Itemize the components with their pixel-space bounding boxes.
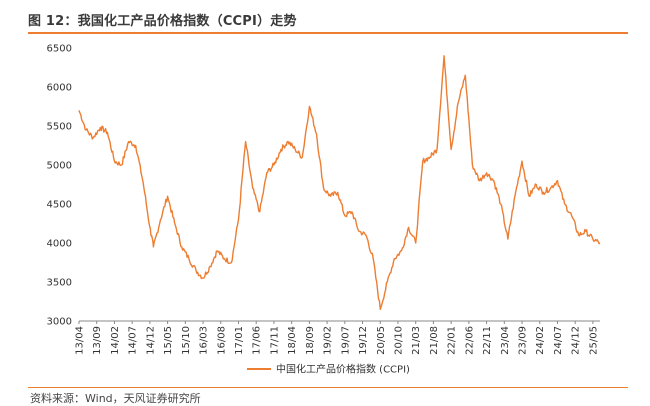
x-tick-label: 14/02 xyxy=(110,326,121,355)
x-tick-label: 23/09 xyxy=(518,326,529,355)
x-tick-label: 21/08 xyxy=(429,326,440,355)
source-note: 资料来源：Wind，天风证券研究所 xyxy=(30,392,201,405)
x-tick-label: 20/05 xyxy=(376,326,387,355)
x-tick-label: 21/03 xyxy=(411,326,422,355)
x-tick-label: 19/07 xyxy=(340,326,351,355)
y-tick-label: 4000 xyxy=(47,239,72,250)
x-tick-label: 18/04 xyxy=(287,326,298,355)
y-tick-label: 6000 xyxy=(47,83,72,94)
x-tick-label: 19/12 xyxy=(358,326,369,355)
x-tick-label: 25/05 xyxy=(588,326,599,355)
x-tick-label: 14/07 xyxy=(128,326,139,355)
figure-title: 图 12：我国化工产品价格指数（CCPI）走势 xyxy=(28,14,297,29)
y-tick-label: 5500 xyxy=(47,122,72,133)
y-tick-label: 6500 xyxy=(47,44,72,55)
y-tick-label: 3000 xyxy=(47,317,72,328)
x-tick-label: 17/06 xyxy=(252,326,263,355)
x-tick-label: 16/03 xyxy=(199,326,210,355)
y-tick-label: 5000 xyxy=(47,161,72,172)
legend-label: 中国化工产品价格指数 (CCPI) xyxy=(276,363,410,376)
x-tick-label: 16/08 xyxy=(216,326,227,355)
y-tick-label: 3500 xyxy=(47,278,72,289)
x-tick-label: 22/01 xyxy=(447,326,458,355)
x-tick-label: 24/12 xyxy=(571,326,582,355)
x-tick-label: 15/10 xyxy=(181,326,192,355)
x-tick-label: 24/02 xyxy=(535,326,546,355)
title-rule xyxy=(28,32,628,34)
x-tick-label: 15/05 xyxy=(163,326,174,355)
x-tick-label: 22/06 xyxy=(464,326,475,355)
legend: 中国化工产品价格指数 (CCPI) xyxy=(247,363,410,376)
ccpi-series-line xyxy=(78,55,601,310)
x-tick-label: 17/11 xyxy=(269,326,280,355)
x-tick-label: 19/02 xyxy=(323,326,334,355)
source-rule xyxy=(28,387,628,388)
x-tick-label: 20/10 xyxy=(393,326,404,355)
x-tick-label: 13/04 xyxy=(75,326,86,355)
y-axis-ticks: 3000 3500 4000 4500 5000 5500 6000 6500 xyxy=(47,44,72,328)
y-tick-label: 4500 xyxy=(47,200,72,211)
x-tick-label: 17/01 xyxy=(234,326,245,355)
x-tick-label: 24/07 xyxy=(553,326,564,355)
x-tick-label: 14/12 xyxy=(145,326,156,355)
plot-area xyxy=(78,55,601,310)
x-tick-label: 22/11 xyxy=(482,326,493,355)
x-tick-label: 23/04 xyxy=(500,326,511,355)
x-tick-label: 18/09 xyxy=(305,326,316,355)
x-axis: 13/04 13/09 14/02 14/07 14/12 15/05 15/10 16/03… xyxy=(75,320,600,355)
x-tick-label: 13/09 xyxy=(92,326,103,355)
